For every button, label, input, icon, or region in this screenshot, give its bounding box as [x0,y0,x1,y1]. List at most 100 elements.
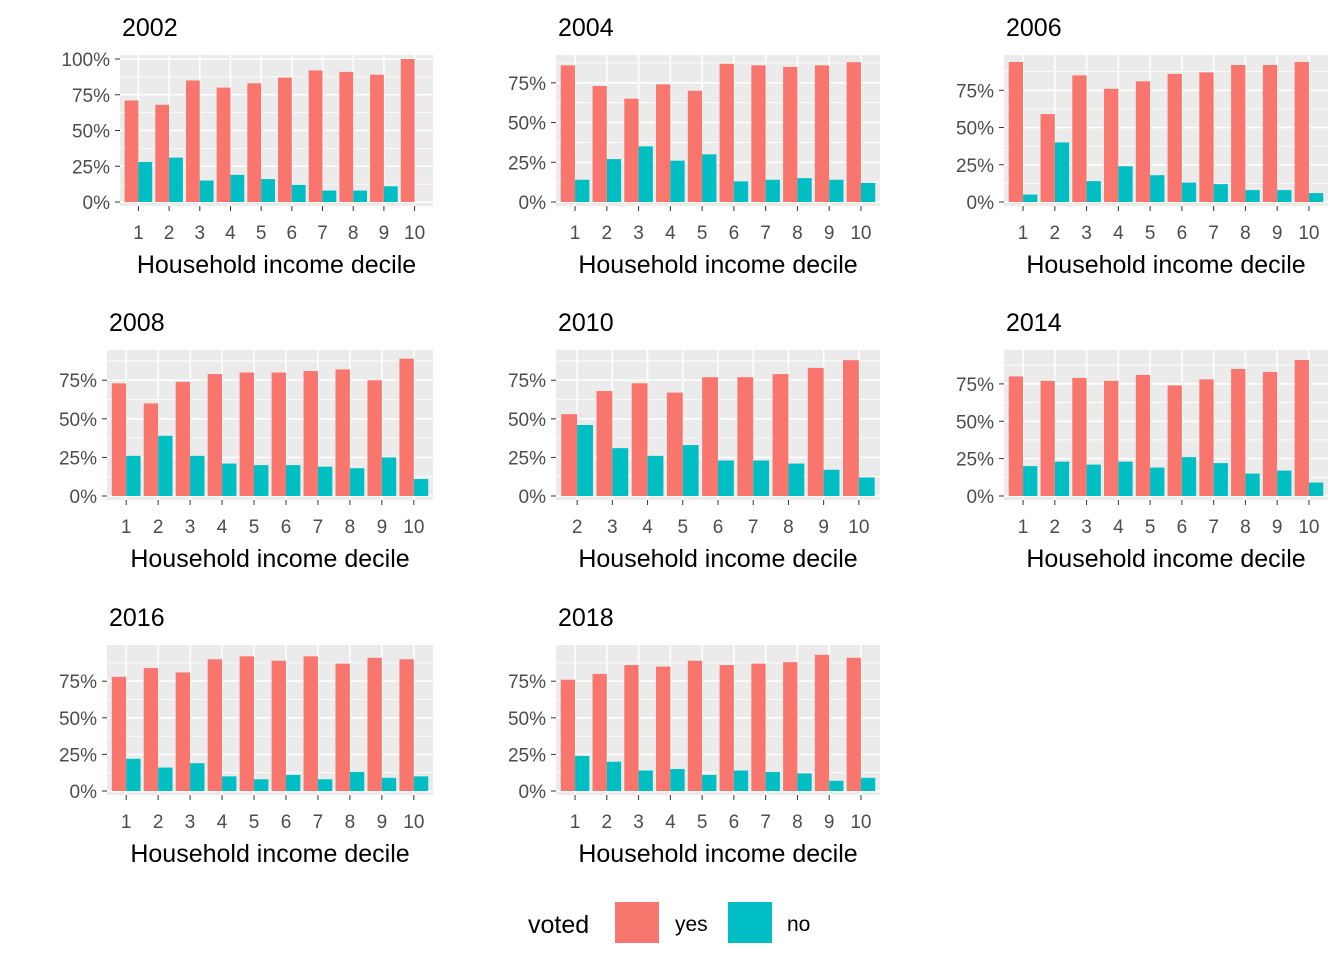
x-tick-label: 9 [1272,223,1283,244]
bar-no-9 [1277,470,1292,496]
bar-yes-3 [1072,75,1087,202]
x-tick-label: 2 [572,517,583,538]
y-tick-label: 75% [956,375,994,396]
bar-yes-7 [303,656,318,791]
bar-yes-7 [737,377,754,496]
x-axis-title: Household income decile [130,545,409,573]
bar-no-5 [1150,467,1165,496]
bar-yes-6 [719,665,734,791]
bar-no-2 [158,767,173,791]
x-tick-label: 10 [850,812,871,833]
bar-yes-6 [702,377,718,496]
bar-no-1 [575,755,590,791]
bar-yes-5 [239,372,255,496]
bar-no-4 [1118,166,1133,202]
panel-2014: 0% 25% 50% 75% 1 2 3 4 5 6 7 8 9 10 2014 Household inco… [956,309,1328,573]
bar-yes-5 [1135,81,1151,202]
bar-yes-8 [783,66,798,202]
y-tick-label: 0% [70,487,98,508]
bar-no-6 [285,465,301,496]
bar-yes-1 [111,383,127,496]
panel-title: 2018 [558,604,614,632]
y-tick-label: 0% [967,193,995,214]
x-tick-label: 4 [665,812,676,833]
bar-yes-3 [624,98,639,202]
y-tick-label: 25% [956,156,994,177]
x-tick-label: 2 [1050,517,1061,538]
x-tick-label: 1 [570,223,581,244]
bar-no-9 [381,457,397,496]
legend: voted yes no [528,902,810,943]
bar-no-6 [291,184,306,202]
bar-no-6 [733,770,749,791]
legend-swatch-yes [615,902,659,943]
x-tick-label: 6 [729,812,740,833]
bar-yes-6 [271,660,286,791]
y-tick-label: 25% [508,448,546,469]
x-tick-label: 6 [281,517,292,538]
bar-yes-10 [399,358,414,496]
panel-2016: 0% 25% 50% 75% 1 2 3 4 5 6 7 8 9 10 2016 Household inco… [59,604,433,868]
bar-yes-5 [687,90,703,202]
bar-yes-1 [124,100,139,202]
bar-yes-2 [143,403,159,496]
bar-yes-4 [216,87,231,202]
bar-no-9 [381,777,397,791]
x-axis-title: Household income decile [578,251,857,279]
x-tick-label: 3 [607,517,618,538]
x-tick-label: 3 [185,812,196,833]
bar-yes-8 [1231,368,1246,496]
x-tick-label: 10 [403,812,424,833]
bar-no-1 [138,161,153,202]
bar-no-9 [383,186,398,202]
bar-no-9 [1277,190,1292,202]
x-tick-label: 2 [164,223,175,244]
x-tick-label: 7 [313,812,324,833]
bar-no-3 [190,763,205,791]
x-tick-label: 1 [133,223,144,244]
bar-no-2 [169,157,183,202]
bar-no-7 [753,460,770,496]
bar-no-8 [797,178,812,202]
x-axis-title: Household income decile [1026,545,1305,573]
bar-no-2 [606,159,622,202]
x-tick-label: 3 [194,223,205,244]
bar-no-1 [575,179,590,202]
bar-yes-9 [367,657,382,791]
bar-yes-4 [207,374,223,496]
bar-no-1 [126,455,141,496]
y-tick-label: 25% [508,153,546,174]
x-tick-label: 6 [281,812,292,833]
bar-no-1 [1023,194,1038,202]
x-tick-label: 2 [153,517,164,538]
bar-yes-2 [592,86,607,202]
legend-swatch-no [728,902,772,943]
bar-yes-7 [751,65,766,202]
y-tick-label: 50% [956,412,994,433]
x-tick-label: 3 [185,517,196,538]
bar-no-7 [317,466,333,496]
x-tick-label: 8 [348,223,359,244]
bar-no-4 [222,463,237,496]
bar-no-3 [190,455,205,496]
x-tick-label: 1 [570,812,581,833]
bar-no-3 [638,146,653,202]
x-tick-label: 10 [848,517,869,538]
bar-no-2 [158,435,173,496]
x-tick-label: 8 [345,517,356,538]
bar-yes-8 [335,663,350,791]
bar-no-5 [254,465,269,496]
y-tick-label: 25% [59,448,97,469]
x-axis-title: Household income decile [578,545,857,573]
bar-yes-7 [751,663,766,791]
bar-yes-2 [592,673,607,791]
bar-yes-3 [1072,377,1087,496]
bar-yes-5 [666,392,683,496]
y-tick-label: 75% [72,86,110,107]
y-tick-label: 0% [70,782,98,803]
bar-no-7 [1213,463,1228,496]
bar-yes-3 [175,381,191,496]
x-tick-label: 6 [287,223,298,244]
bar-no-10 [413,479,429,496]
x-tick-label: 3 [633,812,644,833]
